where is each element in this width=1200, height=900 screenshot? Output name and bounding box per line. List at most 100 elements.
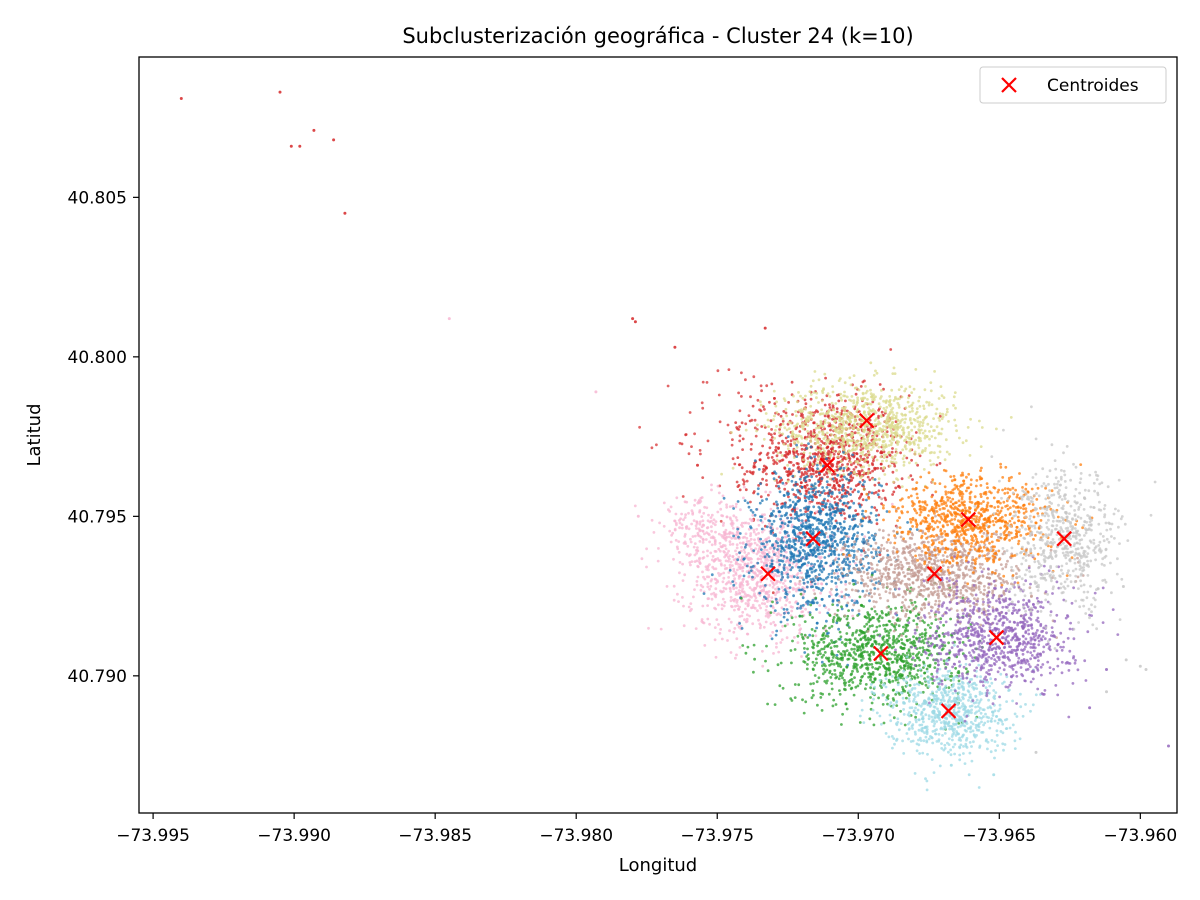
data-point — [791, 509, 795, 513]
data-point — [769, 514, 773, 517]
data-point — [819, 591, 822, 595]
data-point — [889, 348, 893, 351]
data-point — [883, 453, 886, 457]
data-point — [699, 588, 703, 592]
data-point — [942, 659, 946, 663]
data-point — [706, 585, 710, 589]
data-point — [821, 552, 824, 555]
data-point — [860, 512, 864, 516]
data-point — [680, 512, 683, 516]
data-point — [801, 562, 805, 566]
data-point — [775, 458, 779, 462]
data-point — [693, 432, 696, 436]
data-point — [797, 582, 801, 586]
data-point — [777, 510, 781, 514]
data-point — [884, 428, 888, 432]
data-point — [803, 512, 806, 516]
data-point — [869, 511, 873, 515]
data-point — [714, 550, 718, 553]
data-point — [804, 394, 807, 398]
data-point — [839, 617, 842, 621]
data-point — [819, 452, 823, 455]
data-point — [853, 637, 857, 641]
data-point — [811, 432, 815, 436]
data-point — [864, 401, 868, 405]
data-point — [966, 426, 970, 429]
data-point — [754, 533, 758, 536]
data-point — [922, 407, 926, 410]
data-point — [863, 535, 867, 539]
data-point — [864, 414, 867, 417]
data-point — [685, 525, 689, 528]
data-point — [795, 455, 799, 458]
data-point — [662, 501, 666, 505]
data-point — [809, 463, 812, 466]
data-point — [895, 411, 899, 415]
data-point — [825, 513, 829, 517]
data-point — [757, 531, 760, 535]
data-point — [851, 579, 855, 583]
data-point — [868, 490, 871, 494]
data-point — [915, 622, 919, 626]
data-point — [821, 523, 825, 527]
data-point — [868, 659, 872, 662]
data-point — [814, 438, 817, 441]
data-point — [786, 447, 790, 451]
data-point — [678, 441, 682, 445]
data-point — [842, 442, 846, 446]
data-point — [823, 651, 827, 654]
data-point — [775, 454, 779, 458]
data-point — [941, 412, 945, 416]
data-point — [964, 439, 968, 443]
data-point — [866, 636, 870, 640]
data-point — [920, 640, 923, 644]
data-point — [708, 563, 711, 566]
data-point — [901, 457, 905, 461]
data-point — [838, 467, 842, 471]
data-point — [834, 703, 838, 706]
data-point — [903, 389, 907, 393]
data-point — [804, 479, 807, 483]
data-point — [783, 611, 786, 615]
data-point — [865, 622, 869, 626]
data-point — [867, 531, 870, 534]
data-point — [769, 622, 773, 626]
data-point — [772, 546, 776, 550]
data-point — [880, 616, 884, 620]
data-point — [877, 414, 880, 418]
data-point — [839, 499, 842, 503]
data-point — [837, 426, 840, 430]
data-point — [789, 697, 793, 700]
data-point — [822, 653, 825, 657]
data-point — [680, 526, 684, 530]
data-point — [796, 607, 799, 610]
data-point — [839, 460, 843, 463]
data-point — [842, 469, 845, 473]
data-point — [818, 444, 822, 448]
data-point — [722, 534, 726, 538]
data-point — [923, 388, 927, 392]
data-point — [918, 658, 922, 662]
data-point — [760, 425, 764, 428]
data-point — [820, 477, 824, 481]
data-point — [837, 557, 841, 561]
data-point — [814, 555, 818, 558]
data-point — [818, 611, 822, 614]
data-point — [781, 439, 784, 443]
data-point — [693, 560, 697, 563]
data-point — [744, 428, 748, 432]
data-point — [721, 580, 725, 584]
data-point — [891, 470, 895, 474]
data-point — [834, 412, 837, 416]
data-point — [762, 437, 766, 441]
data-point — [886, 629, 889, 633]
data-point — [811, 462, 815, 466]
data-point — [716, 484, 720, 488]
data-point — [852, 468, 856, 471]
data-point — [783, 503, 787, 507]
data-point — [757, 523, 761, 527]
data-point — [830, 659, 834, 663]
data-point — [824, 504, 827, 507]
data-point — [705, 568, 709, 571]
data-point — [739, 508, 742, 512]
